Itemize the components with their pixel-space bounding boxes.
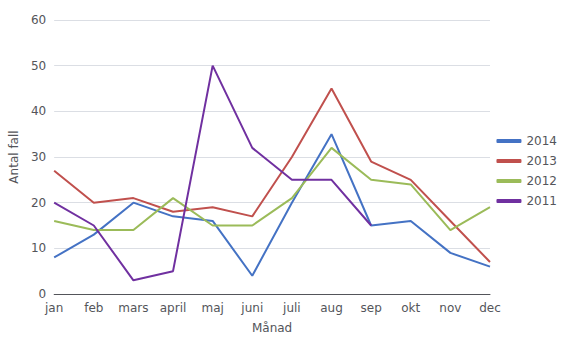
svg-text:feb: feb <box>84 301 103 315</box>
svg-text:Antal fall: Antal fall <box>7 130 21 183</box>
svg-text:juni: juni <box>240 301 263 315</box>
svg-text:10: 10 <box>31 241 46 255</box>
svg-text:20: 20 <box>31 196 46 210</box>
svg-text:jan: jan <box>44 301 63 315</box>
svg-text:2012: 2012 <box>526 174 557 188</box>
svg-text:2011: 2011 <box>526 194 557 208</box>
svg-text:juli: juli <box>282 301 301 315</box>
svg-text:maj: maj <box>201 301 223 315</box>
svg-text:60: 60 <box>31 13 46 27</box>
svg-text:0: 0 <box>39 287 47 301</box>
svg-text:2013: 2013 <box>526 154 557 168</box>
svg-text:30: 30 <box>31 150 46 164</box>
svg-text:2014: 2014 <box>526 134 557 148</box>
svg-text:Månad: Månad <box>252 321 292 335</box>
svg-text:aug: aug <box>320 301 343 315</box>
svg-text:40: 40 <box>31 104 46 118</box>
svg-text:nov: nov <box>439 301 461 315</box>
svg-text:okt: okt <box>401 301 420 315</box>
svg-text:mars: mars <box>118 301 148 315</box>
svg-text:april: april <box>160 301 187 315</box>
svg-text:sep: sep <box>361 301 382 315</box>
svg-text:dec: dec <box>479 301 501 315</box>
svg-text:50: 50 <box>31 59 46 73</box>
